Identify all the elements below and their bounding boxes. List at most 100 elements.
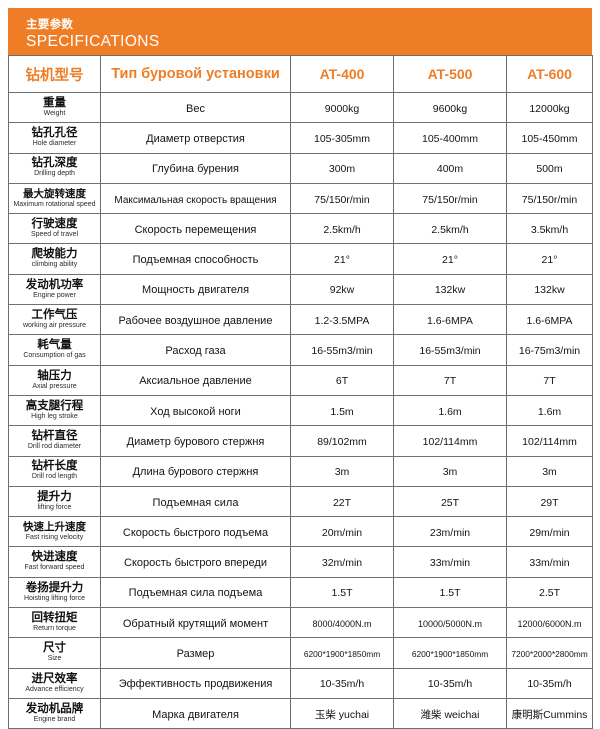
parameter-name-english: Engine brand (33, 715, 76, 723)
row-parameter-russian: Максимальная скорость вращения (100, 182, 291, 215)
header-model-at500: AT-500 (393, 55, 507, 93)
table-row: 轴压力 Axial pressure Аксиальное давление 6T 7T… (8, 364, 593, 396)
table-row: 尺寸 Size Размер 6200*1900*1850mm 6200*1900*18… (8, 637, 593, 669)
row-value-at600: 105-450mm (506, 122, 593, 154)
row-parameter-name: 尺寸 Size (8, 637, 101, 669)
table-row: 卷扬提升力 Hoisting lifting force Подъемная сил… (8, 576, 593, 609)
row-value-at400: 3m (290, 455, 394, 487)
row-parameter-name: 进尺效率 Advance efficiency (8, 667, 101, 699)
row-value-at500: 1.6-6MPA (393, 304, 507, 336)
row-value-at600: 12000/6000N.m (506, 607, 593, 639)
parameter-name-english: working air pressure (22, 321, 87, 329)
header-model-at400: AT-400 (290, 55, 394, 93)
row-value-at600: 21° (506, 243, 593, 275)
row-parameter-russian: Диаметр отверстия (100, 122, 291, 154)
row-value-at600: 1.6m (506, 394, 593, 427)
parameter-name-chinese: 发动机品牌 (25, 702, 84, 715)
row-value-at400: 75/150r/min (290, 182, 394, 215)
row-parameter-name: 快进速度 Fast forward speed (8, 546, 101, 578)
parameter-name-english: Consumption of gas (23, 352, 86, 360)
parameter-name-english: Maximum rotational speed (13, 200, 96, 208)
table-row: 发动机品牌 Engine brand Марка двигателя 玉柴 yucha… (8, 697, 593, 729)
row-value-at600: 500m (506, 152, 593, 184)
row-value-at500: 10-35m/h (393, 667, 507, 699)
parameter-name-english: High leg stroke (31, 412, 78, 420)
row-value-at500: 25T (393, 485, 507, 518)
table-row: 行驶速度 Speed of travel Скорость перемещения 2… (8, 213, 593, 245)
header-parameter-chinese: 钻机型号 (8, 55, 101, 93)
row-value-at600: 102/114mm (506, 425, 593, 457)
row-value-at600: 康明斯Cummins (506, 697, 593, 729)
row-parameter-russian: Глубина бурения (100, 152, 291, 184)
row-value-at400: 9000kg (290, 91, 394, 124)
parameter-name-chinese: 最大旋转速度 (23, 187, 86, 200)
row-value-at400: 1.5m (290, 394, 394, 427)
row-parameter-name: 最大旋转速度 Maximum rotational speed (8, 182, 101, 215)
row-value-at400: 6T (290, 364, 394, 396)
parameter-name-english: Drilling depth (34, 170, 75, 178)
table-row: 进尺效率 Advance efficiency Эффективность прод… (8, 667, 593, 699)
parameter-name-english: Weight (43, 109, 66, 117)
row-value-at400: 玉柴 yuchai (290, 697, 394, 729)
row-parameter-name: 提升力 lifting force (8, 485, 101, 518)
row-parameter-name: 钻孔深度 Drilling depth (8, 152, 101, 184)
row-parameter-russian: Рабочее воздушное давление (100, 304, 291, 336)
row-value-at600: 3m (506, 455, 593, 487)
parameter-name-chinese: 耗气量 (37, 339, 72, 352)
row-parameter-russian: Аксиальное давление (100, 364, 291, 396)
row-parameter-russian: Мощность двигателя (100, 273, 291, 306)
row-parameter-russian: Скорость перемещения (100, 213, 291, 245)
row-value-at500: 400m (393, 152, 507, 184)
row-value-at500: 7T (393, 364, 507, 396)
parameter-name-chinese: 卷扬提升力 (25, 581, 84, 594)
row-value-at400: 105-305mm (290, 122, 394, 154)
parameter-name-chinese: 高支腿行程 (25, 399, 84, 412)
row-parameter-russian: Вес (100, 91, 291, 124)
row-value-at500: 105-400mm (393, 122, 507, 154)
row-value-at500: 21° (393, 243, 507, 275)
row-value-at600: 75/150r/min (506, 182, 593, 215)
row-value-at400: 32m/min (290, 546, 394, 578)
row-parameter-russian: Подъемная сила подъема (100, 576, 291, 609)
parameter-name-english: Hoisting lifting force (23, 594, 86, 602)
row-value-at600: 16-75m3/min (506, 334, 593, 366)
header-parameter-russian: Тип буровой установки (100, 55, 291, 93)
row-value-at500: 23m/min (393, 516, 507, 548)
row-parameter-name: 重量 Weight (8, 91, 101, 124)
specifications-table: 钻机型号 Тип буровой установки AT-400 AT-500… (8, 55, 593, 729)
row-value-at600: 1.6-6MPA (506, 304, 593, 336)
row-value-at400: 89/102mm (290, 425, 394, 457)
row-value-at500: 16-55m3/min (393, 334, 507, 366)
parameter-name-chinese: 尺寸 (43, 642, 66, 655)
table-row: 钻杆长度 Drill rod length Длина бурового стерж… (8, 455, 593, 487)
parameter-name-chinese: 进尺效率 (31, 672, 78, 685)
parameter-name-chinese: 快速上升速度 (23, 521, 86, 534)
parameter-name-english: lifting force (37, 503, 72, 511)
parameter-name-english: Axial pressure (32, 382, 77, 390)
table-row: 提升力 lifting force Подъемная сила 22T 25T 29T (8, 485, 593, 518)
row-value-at500: 6200*1900*1850mm (393, 637, 507, 669)
row-parameter-name: 钻孔孔径 Hole diameter (8, 122, 101, 154)
row-parameter-name: 发动机功率 Engine power (8, 273, 101, 306)
row-parameter-russian: Диаметр бурового стержня (100, 425, 291, 457)
parameter-name-chinese: 发动机功率 (25, 278, 84, 291)
parameter-name-english: Fast rising velocity (25, 534, 84, 542)
row-value-at400: 20m/min (290, 516, 394, 548)
row-parameter-russian: Марка двигателя (100, 697, 291, 729)
row-value-at400: 1.2-3.5MPA (290, 304, 394, 336)
parameter-name-chinese: 工作气压 (31, 308, 78, 321)
row-parameter-name: 发动机品牌 Engine brand (8, 697, 101, 729)
header-model-at600: AT-600 (506, 55, 593, 93)
row-parameter-russian: Эффективность продвижения (100, 667, 291, 699)
row-value-at400: 2.5km/h (290, 213, 394, 245)
parameter-name-english: Fast forward speed (24, 564, 85, 572)
row-value-at500: 潍柴 weichai (393, 697, 507, 729)
row-value-at500: 9600kg (393, 91, 507, 124)
row-parameter-name: 工作气压 working air pressure (8, 304, 101, 336)
row-value-at600: 29T (506, 485, 593, 518)
table-row: 爬坡能力 climbing ability Подъемная способност… (8, 243, 593, 275)
row-value-at400: 21° (290, 243, 394, 275)
row-value-at400: 1.5T (290, 576, 394, 609)
row-parameter-russian: Обратный крутящий момент (100, 607, 291, 639)
